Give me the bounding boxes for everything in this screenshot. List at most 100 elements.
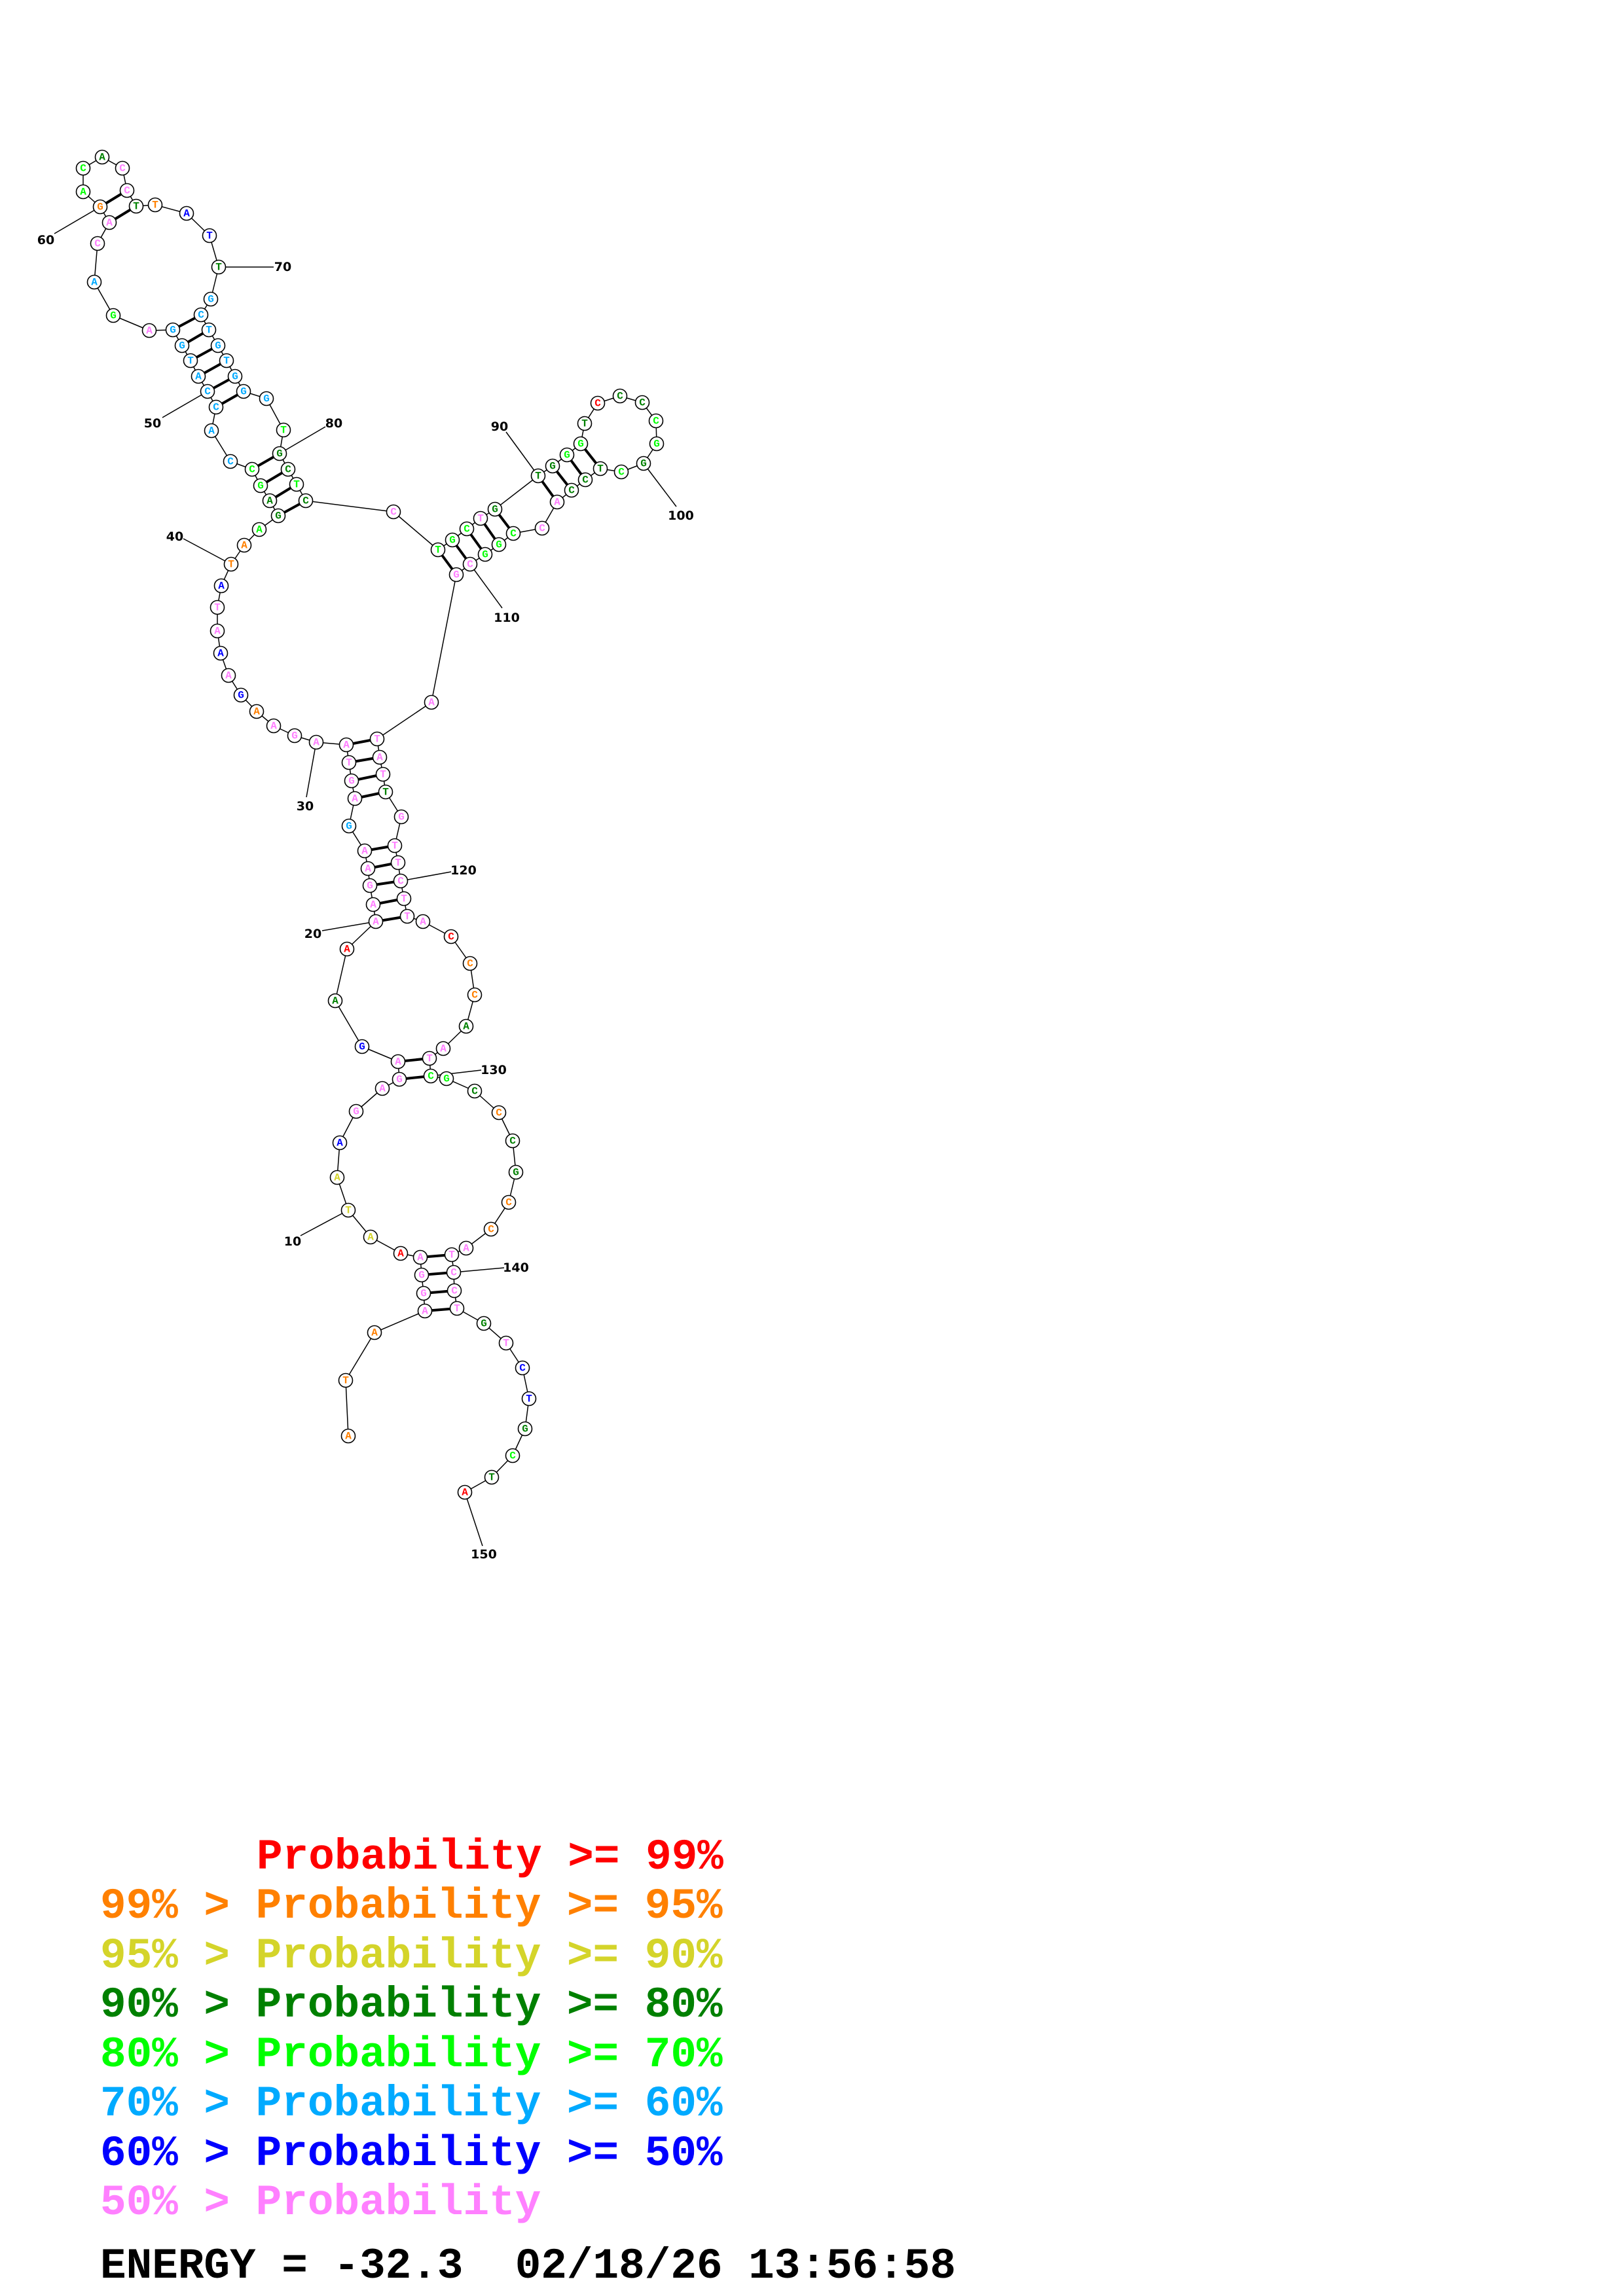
nucleotide-circle (193, 307, 209, 323)
nucleotide-circle (369, 731, 385, 747)
nucleotide-letter: C (568, 485, 575, 497)
nucleotide: T (340, 1202, 356, 1218)
nucleotide: T (484, 1469, 500, 1485)
nucleotide-letter: A (420, 916, 426, 928)
nucleotide-circle (458, 1018, 474, 1034)
position-label-line (300, 1210, 349, 1236)
nucleotide: C (505, 1448, 520, 1463)
nucleotide-circle (396, 891, 412, 906)
nucleotide: G (362, 878, 378, 893)
nucleotide-letter: G (443, 1073, 450, 1085)
position-label-line (54, 206, 101, 234)
nucleotide: T (422, 1050, 437, 1066)
nucleotide: C (467, 987, 483, 1003)
nucleotide-letter: A (332, 996, 338, 1007)
nucleotide-circle (360, 861, 376, 876)
nucleotide-letter: C (618, 467, 625, 478)
nucleotide-letter: G (238, 690, 244, 702)
nucleotide-circle (219, 353, 234, 368)
nucleotide: C (491, 1105, 507, 1121)
nucleotide: C (223, 454, 238, 469)
nucleotide-letter: A (463, 1243, 469, 1255)
nucleotide-letter: A (80, 187, 86, 198)
nucleotide-letter: G (549, 461, 556, 473)
backbone-link (431, 574, 457, 703)
nucleotide-circle (223, 556, 239, 572)
nucleotide-letter: A (462, 1487, 468, 1499)
nucleotide-circle (348, 1103, 364, 1119)
nucleotide: T (375, 766, 391, 782)
nucleotide-letter: T (345, 1205, 352, 1217)
position-label-line (400, 871, 452, 882)
backbone-link (494, 475, 539, 510)
nucleotide: G (259, 391, 274, 406)
nucleotide: A (357, 843, 373, 859)
nucleotide: C (648, 413, 664, 429)
nucleotide-letter: A (208, 425, 215, 437)
nucleotide: C (483, 1221, 499, 1237)
nucleotide: C (393, 873, 409, 889)
nucleotide: C (590, 395, 606, 411)
nucleotide-letter: T (280, 425, 287, 437)
nucleotide-letter: G (420, 1288, 427, 1300)
nucleotide-circle (505, 526, 521, 541)
nucleotide: A (221, 668, 236, 683)
nucleotide-circle (90, 236, 105, 251)
nucleotide-letter: A (217, 648, 224, 660)
nucleotide-circle (368, 914, 384, 929)
nucleotide-letter: T (228, 559, 234, 571)
nucleotide-circle (86, 274, 102, 290)
position-label-layer: 10 20 30 40 50 60 70 80 90 100 110 120 130 140 150 (37, 206, 694, 1562)
nucleotide: G (270, 508, 286, 524)
nucleotide-letter: C (302, 495, 309, 507)
nucleotide: A (308, 734, 324, 750)
nucleotide-letter: A (367, 1232, 374, 1244)
nucleotide-letter: T (133, 201, 139, 213)
nucleotide-circle (289, 476, 304, 492)
nucleotide-circle (484, 1469, 500, 1485)
nucleotide-circle (498, 1335, 514, 1351)
probability-legend: Probability >= 99% 99% > Probability >= … (100, 1833, 723, 2227)
nucleotide: G (227, 368, 243, 384)
nucleotide-circle (577, 472, 593, 488)
nucleotide-circle (340, 1428, 356, 1444)
nucleotide-circle (612, 388, 628, 404)
nucleotide-letter: G (653, 439, 660, 450)
nucleotide-circle (414, 1267, 429, 1283)
nucleotide: C (298, 493, 314, 509)
nucleotide: G (487, 501, 503, 517)
nucleotide-circle (508, 1164, 524, 1180)
nucleotide-circle (203, 291, 219, 307)
nucleotide: A (372, 749, 388, 765)
nucleotide: G (272, 446, 287, 461)
nucleotide-circle (338, 1372, 354, 1388)
position-label: 60 (37, 233, 54, 247)
backbone-link (376, 702, 432, 740)
nucleotide-letter: T (215, 262, 222, 274)
nucleotide: G (508, 1164, 524, 1180)
nucleotide-letter: A (365, 863, 371, 875)
nucleotide-letter: A (266, 495, 273, 507)
position-label: 80 (325, 416, 342, 431)
nucleotide-letter: G (215, 340, 221, 352)
backbone-link (345, 1380, 349, 1437)
nucleotide: C (447, 1283, 462, 1299)
nucleotide-letter: A (225, 670, 232, 682)
nucleotide-circle (210, 338, 226, 353)
nucleotide-letter: G (640, 458, 647, 470)
nucleotide: T (444, 1247, 460, 1263)
nucleotide: G (445, 532, 460, 548)
nucleotide-letter: G (208, 294, 214, 306)
nucleotide-circle (375, 766, 391, 782)
nucleotide-circle (593, 461, 608, 476)
nucleotide-letter: G (449, 535, 456, 547)
nucleotide-circle (387, 838, 403, 853)
nucleotide-circle (119, 183, 135, 198)
nucleotide-circle (221, 668, 236, 683)
nucleotide-circle (415, 914, 431, 929)
position-label: 70 (274, 260, 291, 274)
nucleotide: G (344, 773, 359, 789)
nucleotide-letter: A (256, 524, 263, 536)
nucleotide-circle (329, 1170, 345, 1185)
legend-line-80: 90% > Probability >= 80% (100, 1981, 723, 2030)
